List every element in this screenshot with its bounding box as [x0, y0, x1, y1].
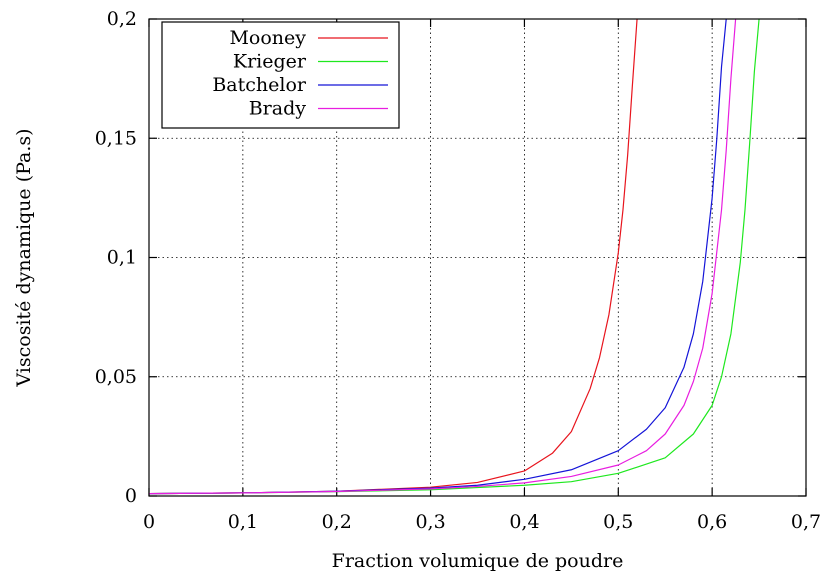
- y-tick-label: 0,2: [107, 8, 137, 30]
- plot-frame: [148, 18, 807, 497]
- x-tick-label: 0,6: [697, 511, 727, 533]
- y-axis-label: Viscosité dynamique (Pa.s): [13, 128, 35, 387]
- grid-lines: [149, 19, 806, 496]
- series-line-krieger: [149, 19, 760, 495]
- x-tick-label: 0,1: [228, 511, 258, 533]
- y-tick-label: 0,1: [107, 247, 137, 269]
- y-tick-label: 0,15: [95, 127, 137, 149]
- x-tick-label: 0,2: [322, 511, 352, 533]
- y-tick-label: 0,05: [95, 366, 137, 388]
- x-axis-label: Fraction volumique de poudre: [332, 550, 624, 572]
- x-tick-label: 0,3: [415, 511, 445, 533]
- series-line-brady: [149, 19, 737, 495]
- y-tick-label: 0: [125, 485, 137, 507]
- legend-label-batchelor: Batchelor: [212, 74, 307, 96]
- plot-area: [149, 19, 760, 495]
- x-tick-label: 0,4: [509, 511, 539, 533]
- legend-label-mooney: Mooney: [229, 27, 306, 49]
- x-tick-label: 0,7: [791, 511, 821, 533]
- legend-label-krieger: Krieger: [233, 51, 307, 73]
- legend-label-brady: Brady: [249, 98, 307, 120]
- legend-box: [161, 21, 400, 129]
- x-tick-label: 0,5: [603, 511, 633, 533]
- x-tick-label: 0: [143, 511, 155, 533]
- tick-labels: 0 0,1 0,2 0,3 0,4 0,5 0,6 0,7 0 0,05 0,1 0,15 0,2: [95, 8, 821, 533]
